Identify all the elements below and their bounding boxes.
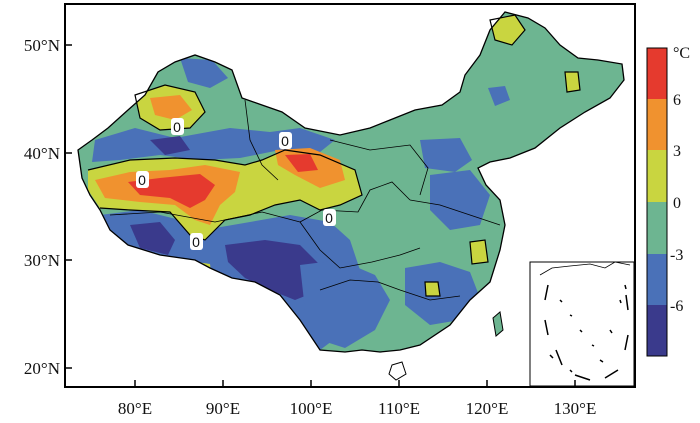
contour-label-2: 0 <box>281 133 289 149</box>
slight-positive-region-east-small <box>565 72 580 92</box>
contour-label-box-4 <box>190 233 203 250</box>
negative-region-southeast <box>405 262 480 325</box>
negative-region-central-xinjiang <box>92 128 335 162</box>
negative-region-southwest <box>300 260 390 348</box>
strong-positive-region-qaidam <box>285 154 318 172</box>
contour-label-box-2 <box>279 132 292 149</box>
taiwan-island <box>492 311 504 337</box>
contour-northeast <box>489 14 526 46</box>
lat-label-40: 40°N <box>24 144 60 163</box>
colorbar-frame <box>646 47 668 357</box>
colorbar: °C 6 3 0 -3 -6 <box>646 45 690 357</box>
strong-positive-region-tarim <box>128 174 215 208</box>
colorbar-segment-positive <box>647 99 667 150</box>
contour-small-east <box>564 71 581 93</box>
inset-islands <box>549 284 627 373</box>
hainan-island <box>388 361 407 381</box>
latitude-axis: 50°N 40°N 30°N 20°N <box>24 36 72 378</box>
boundary-sichuan <box>299 221 421 269</box>
lat-label-30: 30°N <box>24 251 60 270</box>
contour-junggar <box>134 84 206 131</box>
contour-southeast <box>469 239 489 265</box>
lat-label-20: 20°N <box>24 359 60 378</box>
lon-label-120: 120°E <box>466 399 509 418</box>
lon-label-90: 90°E <box>206 399 240 418</box>
positive-region-junggar <box>150 95 192 120</box>
lon-label-130: 130°E <box>554 399 597 418</box>
south-china-sea-inset <box>529 261 635 387</box>
deep-negative-region-east-tibet <box>225 240 320 300</box>
longitude-axis: 80°E 90°E 100°E 110°E 120°E 130°E <box>118 380 596 418</box>
contour-label-5: 0 <box>325 210 333 226</box>
china-border <box>77 11 625 353</box>
inset-dashed-line <box>544 284 629 381</box>
lat-label-50: 50°N <box>24 36 60 55</box>
boundary-qinghai-east <box>299 181 411 223</box>
contour-label-box-1 <box>171 118 184 135</box>
negative-region-east <box>430 170 490 230</box>
boundary-east <box>409 199 501 226</box>
boundary-tibet-north <box>109 211 301 223</box>
colorbar-segment-strong-positive <box>647 48 667 99</box>
colorbar-label-0: 0 <box>673 195 681 212</box>
colorbar-unit: °C <box>673 45 690 62</box>
contour-label-1: 0 <box>173 119 181 135</box>
boundary-south <box>399 289 461 301</box>
slight-positive-region-southeast-small <box>470 240 488 264</box>
negative-region-north-xinjiang <box>180 58 228 88</box>
contour-label-3: 0 <box>138 172 146 188</box>
colorbar-label-neg3: -3 <box>670 247 683 264</box>
lon-label-80: 80°E <box>118 399 152 418</box>
inset-frame <box>529 261 635 387</box>
slight-positive-region-northeast <box>490 15 525 45</box>
lon-label-100: 100°E <box>290 399 333 418</box>
colorbar-segment-negative <box>647 254 667 305</box>
lon-label-110: 110°E <box>378 399 420 418</box>
internal-boundaries <box>109 99 501 301</box>
negative-region-northeast <box>488 86 510 106</box>
colorbar-segment-deep-negative <box>647 305 667 356</box>
contour-guangxi <box>424 281 441 297</box>
slight-positive-region-guangxi <box>425 282 440 296</box>
colorbar-label-3: 3 <box>673 143 681 160</box>
deep-negative-region-xinjiang <box>150 136 190 155</box>
colorbar-label-6: 6 <box>673 92 681 109</box>
contour-labels: 0 0 0 0 0 <box>136 118 336 250</box>
inset-coastline <box>539 261 631 276</box>
colorbar-label-neg6: -6 <box>670 298 683 315</box>
boundary-yunnan <box>319 279 401 291</box>
deep-negative-region-tibet <box>130 222 175 255</box>
contour-label-box-3 <box>136 171 149 188</box>
colorbar-segment-slight-positive <box>647 150 667 202</box>
contour-label-4: 0 <box>192 234 200 250</box>
contour-label-box-5 <box>323 209 336 226</box>
boundary-inner-mongolia <box>329 139 429 196</box>
boundary-xinjiang-east <box>244 99 279 181</box>
negative-region-north-china <box>420 138 472 172</box>
colorbar-segment-near-zero <box>647 202 667 254</box>
